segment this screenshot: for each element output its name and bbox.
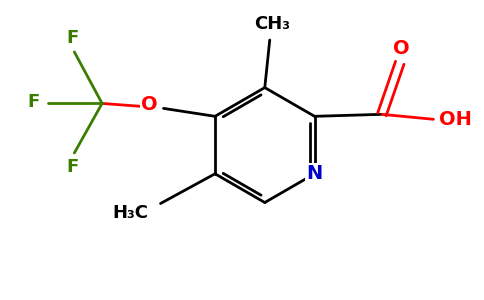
Text: CH₃: CH₃	[254, 15, 290, 33]
Text: OH: OH	[439, 110, 472, 129]
Text: H₃C: H₃C	[113, 204, 149, 222]
Text: F: F	[66, 158, 78, 176]
Text: F: F	[66, 29, 78, 47]
Text: O: O	[141, 95, 158, 114]
Text: N: N	[306, 164, 323, 183]
Text: F: F	[28, 93, 40, 111]
Text: O: O	[393, 39, 410, 58]
